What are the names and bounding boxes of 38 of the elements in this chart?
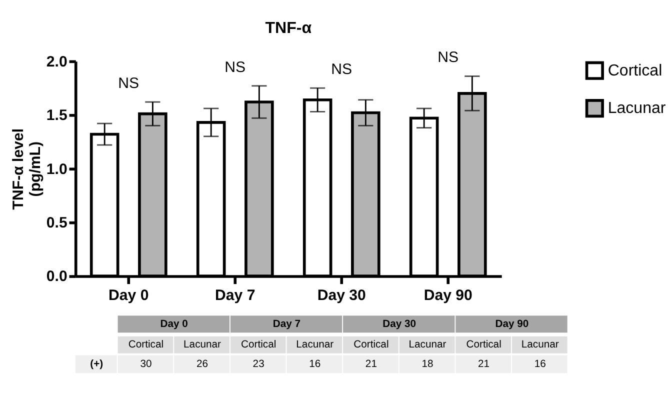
annotation: NS: [438, 49, 459, 66]
annotation: NS: [118, 74, 140, 92]
text: Lacunar: [521, 340, 560, 351]
text: 23: [252, 358, 265, 370]
y-tick-label: 0.5: [46, 214, 68, 232]
x-tick-label: Day 90: [424, 287, 472, 304]
text: Lacunar: [408, 340, 447, 351]
chart-title: TNF-α: [265, 18, 312, 37]
y-tick-label: 1.5: [46, 107, 68, 124]
text: 21: [478, 358, 490, 370]
text: Cortical: [354, 340, 389, 351]
text: 16: [534, 358, 546, 370]
text: Day 7: [272, 318, 301, 330]
annotation: NS: [331, 60, 352, 78]
text: Day 0: [160, 318, 188, 330]
y-axis-title: TNF-α level (pg/mL): [10, 128, 44, 210]
x-tick-label: Day 30: [317, 287, 366, 304]
text: Lacunar: [296, 340, 334, 351]
text: Day 30: [382, 318, 416, 330]
text: Cortical: [241, 340, 276, 351]
legend-label: Cortical: [608, 61, 662, 80]
text: 21: [365, 358, 378, 370]
text: Cortical: [466, 340, 502, 351]
annotation: NS: [224, 58, 246, 76]
x-tick-label: Day 7: [215, 287, 256, 304]
text: Lacunar: [184, 340, 222, 351]
legend-label: Lacunar: [608, 99, 666, 118]
text: 16: [309, 358, 321, 370]
text: Day 90: [495, 318, 529, 330]
text: 30: [140, 358, 152, 370]
text: Cortical: [128, 340, 164, 351]
y-tick-label: 1.0: [46, 160, 68, 178]
y-tick-label: 0.0: [46, 268, 68, 286]
text: 18: [422, 358, 434, 370]
y-tick-label: 2.0: [46, 53, 68, 70]
text: (+): [90, 358, 104, 370]
text: 26: [196, 358, 208, 370]
x-tick-label: Day 0: [108, 287, 149, 304]
